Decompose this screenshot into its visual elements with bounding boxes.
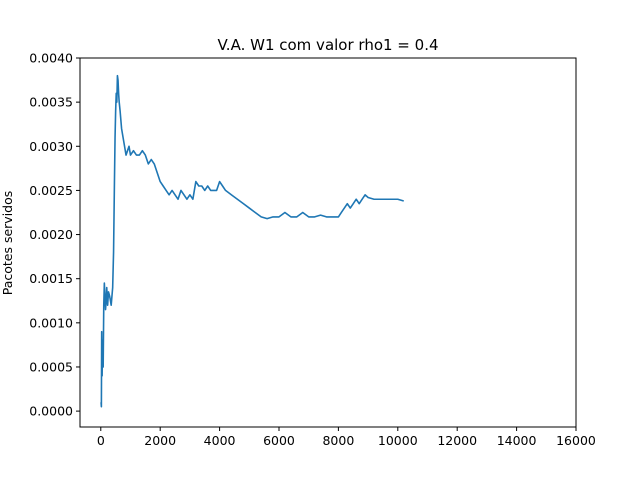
plot-frame <box>79 57 577 428</box>
x-tick-label: 2000 <box>144 433 176 448</box>
x-tick-label: 10000 <box>378 433 418 448</box>
x-axis-ticks: 0 2000 4000 6000 8000 10000 12000 14000 16000 <box>97 427 596 448</box>
y-tick-label: 0.0020 <box>29 227 73 242</box>
y-tick-label: 0.0035 <box>29 95 73 110</box>
x-tick-label: 16000 <box>556 433 596 448</box>
x-tick-label: 14000 <box>497 433 537 448</box>
y-tick-label: 0.0015 <box>29 271 73 286</box>
y-tick-label: 0.0040 <box>29 51 73 66</box>
series-group <box>100 74 404 408</box>
chart-title: V.A. W1 com valor rho1 = 0.4 <box>217 36 438 54</box>
series-line-0 <box>100 74 404 408</box>
y-axis-label: Pacotes servidos <box>0 191 15 296</box>
y-tick-label: 0.0005 <box>29 359 73 374</box>
y-tick-label: 0.0025 <box>29 183 73 198</box>
y-tick-label: 0.0000 <box>29 404 73 419</box>
x-tick-label: 6000 <box>263 433 295 448</box>
x-tick-label: 8000 <box>322 433 354 448</box>
y-tick-label: 0.0010 <box>29 315 73 330</box>
x-tick-label: 4000 <box>204 433 236 448</box>
x-tick-label: 12000 <box>437 433 477 448</box>
y-tick-label: 0.0030 <box>29 139 73 154</box>
x-tick-label: 0 <box>97 433 105 448</box>
y-axis-ticks: 0.0000 0.0005 0.0010 0.0015 0.0020 0.0025 0.00… <box>29 51 80 419</box>
